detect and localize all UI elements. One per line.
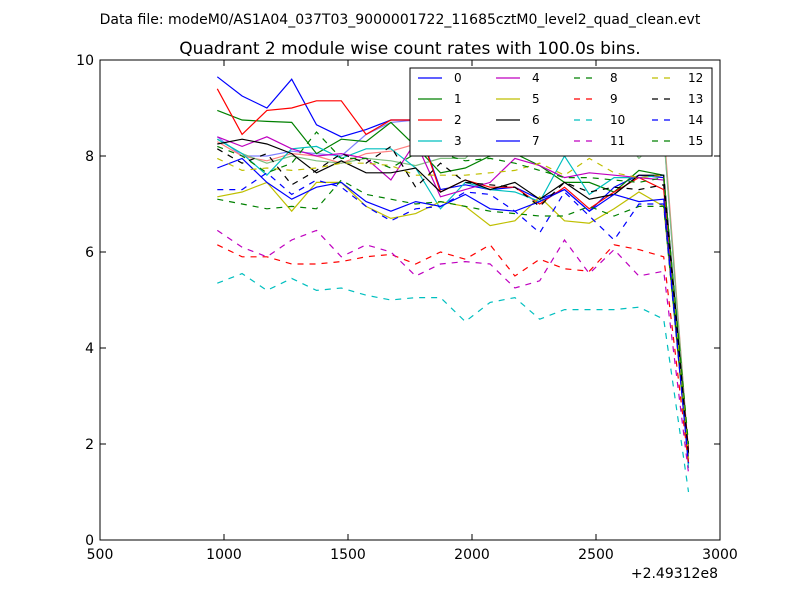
- x-tick-label: 2500: [578, 547, 614, 563]
- plot-frame: [99, 59, 721, 541]
- legend-label: 13: [688, 92, 703, 106]
- series-line-0: [216, 76, 690, 464]
- y-tick-label: 0: [85, 533, 94, 549]
- y-tick-label: 8: [85, 149, 94, 165]
- series-line-12: [217, 157, 690, 459]
- legend-label: 9: [610, 92, 618, 106]
- series-line-5: [217, 181, 690, 464]
- x-tick-label: 3000: [702, 547, 738, 563]
- legend-label: 11: [610, 134, 625, 148]
- series-line-13: [216, 145, 690, 454]
- legend-label: 15: [688, 134, 703, 148]
- x-tick-label: 500: [87, 547, 114, 563]
- series-line-14: [217, 172, 690, 464]
- legend-label: 5: [532, 92, 540, 106]
- series-line-3: [216, 138, 690, 469]
- legend-label: 10: [610, 113, 625, 127]
- legend-label: 3: [454, 134, 462, 148]
- y-tick-label: 4: [85, 341, 94, 357]
- x-tick-label: 1000: [206, 547, 242, 563]
- series-line-10: [217, 272, 690, 493]
- suptitle: Data file: modeM0/AS1A04_037T03_90000017…: [100, 12, 701, 28]
- legend-label: 1: [454, 92, 462, 106]
- series-line-7: [217, 157, 690, 464]
- y-tick-label: 10: [76, 53, 94, 69]
- legend-label: 8: [610, 71, 618, 85]
- legend-label: 4: [532, 71, 540, 85]
- x-tick-label: 1500: [330, 547, 366, 563]
- x-tick-label: 2000: [454, 547, 490, 563]
- series-line-8: [217, 179, 690, 459]
- legend-label: 7: [532, 134, 540, 148]
- legend-label: 6: [532, 113, 540, 127]
- series-line-15: [217, 131, 690, 445]
- series-line-9: [217, 244, 690, 464]
- legend-label: 14: [688, 113, 703, 127]
- x-axis-offset: +2.49312e8: [631, 566, 718, 582]
- legend-label: 0: [454, 71, 462, 85]
- y-tick-label: 6: [85, 245, 94, 261]
- y-tick-label: 2: [85, 437, 94, 453]
- legend-label: 12: [688, 71, 703, 85]
- series-line-11: [216, 229, 690, 473]
- legend-box: [409, 67, 713, 157]
- series-line-1: [217, 109, 690, 459]
- chart-title: Quadrant 2 module wise count rates with …: [179, 39, 640, 59]
- series-line-4: [217, 136, 690, 454]
- series-line-6: [217, 138, 690, 454]
- legend-label: 2: [454, 113, 462, 127]
